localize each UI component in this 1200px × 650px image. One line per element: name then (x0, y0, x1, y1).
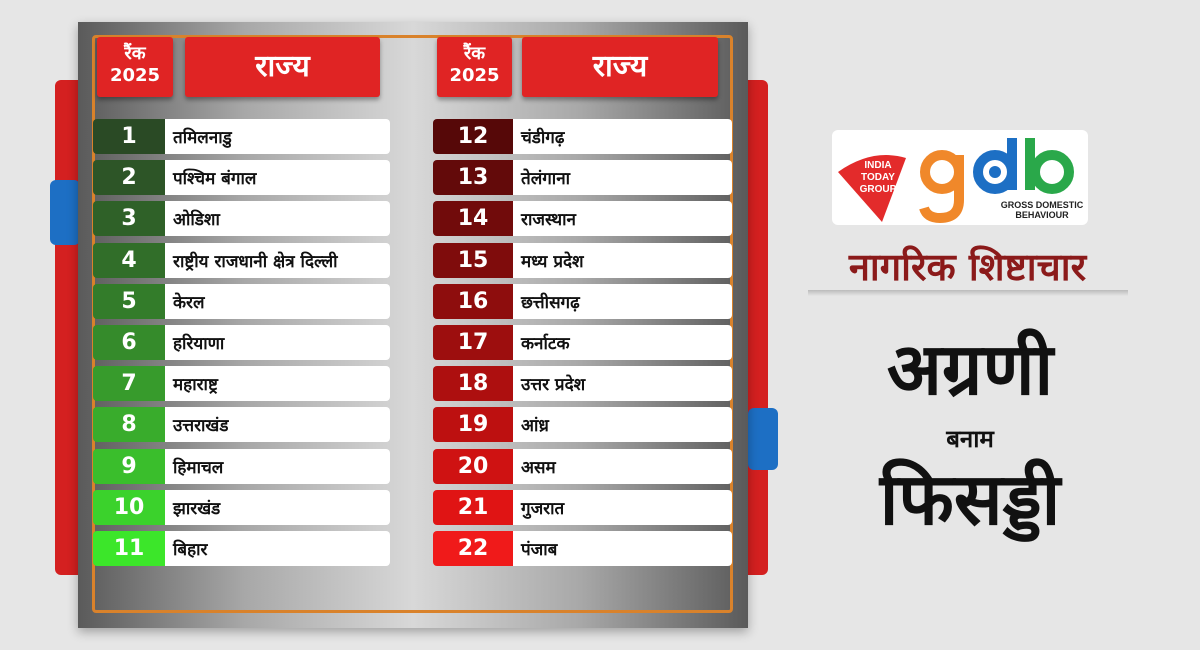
state-name: झारखंड (165, 489, 390, 525)
rank-number: 13 (433, 160, 513, 196)
state-name: तमिलनाडु (165, 119, 390, 154)
versus-text: बनाम (946, 425, 994, 453)
svg-text:TODAY: TODAY (861, 172, 895, 183)
svg-text:GROSS DOMESTIC: GROSS DOMESTIC (1001, 200, 1084, 210)
rank-number: 1 (93, 119, 165, 154)
ranking-row: 21 गुजरात (433, 489, 732, 525)
rank-number: 2 (93, 160, 165, 196)
ranking-row: 4 राष्ट्रीय राजधानी क्षेत्र दिल्ली (93, 242, 390, 278)
state-name: राष्ट्रीय राजधानी क्षेत्र दिल्ली (165, 242, 390, 278)
rank-label: रैंक (463, 43, 486, 64)
rank-number: 7 (93, 366, 165, 402)
rank-number: 22 (433, 530, 513, 566)
state-name: ओडिशा (165, 201, 390, 237)
rank-number: 18 (433, 366, 513, 402)
rank-number: 9 (93, 448, 165, 484)
rank-header-left: रैंक 2025 (97, 37, 173, 97)
rank-number: 21 (433, 489, 513, 525)
rank-number: 20 (433, 448, 513, 484)
ranking-row: 6 हरियाणा (93, 324, 390, 360)
state-header-right: राज्य (522, 37, 718, 97)
state-name: मध्य प्रदेश (513, 242, 732, 278)
rank-number: 17 (433, 324, 513, 360)
state-name: चंडीगढ़ (513, 119, 732, 154)
rank-number: 12 (433, 119, 513, 154)
title: नागरिक शिष्टाचार (848, 245, 1087, 289)
board-frame (92, 35, 733, 613)
ranking-row: 8 उत्तराखंड (93, 407, 390, 443)
state-name: केरल (165, 283, 390, 319)
ranking-row: 3 ओडिशा (93, 201, 390, 237)
right-blue-tab (748, 408, 778, 470)
rank-number: 4 (93, 242, 165, 278)
ranking-row: 11 बिहार (93, 530, 390, 566)
left-ranking-list: 1 तमिलनाडु 2 पश्चिम बंगाल 3 ओडिशा 4 राष्ट्रीय र… (93, 119, 390, 572)
state-name: हिमाचल (165, 448, 390, 484)
rank-number: 3 (93, 201, 165, 237)
rank-header-right: रैंक 2025 (437, 37, 512, 97)
right-ranking-list: 12 चंडीगढ़ 13 तेलंगाना 14 राजस्थान 15 मध्य प्रद… (433, 119, 732, 572)
ranking-row: 20 असम (433, 448, 732, 484)
rank-number: 11 (93, 530, 165, 566)
svg-text:BEHAVIOUR: BEHAVIOUR (1015, 210, 1069, 220)
rank-number: 6 (93, 324, 165, 360)
ranking-row: 14 राजस्थान (433, 201, 732, 237)
ranking-row: 2 पश्चिम बंगाल (93, 160, 390, 196)
state-name: आंध्र (513, 407, 732, 443)
left-blue-tab (50, 180, 80, 245)
ranking-row: 12 चंडीगढ़ (433, 119, 732, 154)
state-name: छत्तीसगढ़ (513, 283, 732, 319)
india-today-gdb-logo: INDIA TODAY GROUP GROSS DOMESTIC BEHAVIO… (838, 138, 1084, 224)
rank-number: 15 (433, 242, 513, 278)
ranking-row: 22 पंजाब (433, 530, 732, 566)
ranking-row: 15 मध्य प्रदेश (433, 242, 732, 278)
state-name: उत्तर प्रदेश (513, 366, 732, 402)
state-name: पंजाब (513, 530, 732, 566)
ranking-row: 19 आंध्र (433, 407, 732, 443)
ranking-row: 9 हिमाचल (93, 448, 390, 484)
state-name: महाराष्ट्र (165, 366, 390, 402)
rank-number: 5 (93, 283, 165, 319)
state-name: असम (513, 448, 732, 484)
ranking-row: 1 तमिलनाडु (93, 119, 390, 154)
svg-text:GROUP: GROUP (860, 184, 897, 195)
rank-number: 10 (93, 489, 165, 525)
ranking-row: 10 झारखंड (93, 489, 390, 525)
ranking-row: 7 महाराष्ट्र (93, 366, 390, 402)
laggards-heading: फिसड्डी (879, 457, 1061, 541)
ranking-row: 13 तेलंगाना (433, 160, 732, 196)
svg-text:INDIA: INDIA (864, 160, 891, 171)
state-name: बिहार (165, 530, 390, 566)
state-name: पश्चिम बंगाल (165, 160, 390, 196)
ranking-row: 5 केरल (93, 283, 390, 319)
state-name: उत्तराखंड (165, 407, 390, 443)
leaders-heading: अग्रणी (886, 327, 1054, 411)
state-name: गुजरात (513, 489, 732, 525)
rank-number: 14 (433, 201, 513, 237)
rank-number: 19 (433, 407, 513, 443)
rank-year: 2025 (109, 65, 161, 86)
rank-year: 2025 (449, 65, 500, 86)
ranking-row: 16 छत्तीसगढ़ (433, 283, 732, 319)
state-name: कर्नाटक (513, 324, 732, 360)
ranking-row: 18 उत्तर प्रदेश (433, 366, 732, 402)
title-underline (808, 290, 1128, 296)
state-name: तेलंगाना (513, 160, 732, 196)
state-name: हरियाणा (165, 324, 390, 360)
rank-label: रैंक (124, 43, 146, 64)
ranking-row: 17 कर्नाटक (433, 324, 732, 360)
rank-number: 16 (433, 283, 513, 319)
state-header-left: राज्य (185, 37, 380, 97)
logo-panel: INDIA TODAY GROUP GROSS DOMESTIC BEHAVIO… (832, 130, 1088, 225)
state-name: राजस्थान (513, 201, 732, 237)
rank-number: 8 (93, 407, 165, 443)
